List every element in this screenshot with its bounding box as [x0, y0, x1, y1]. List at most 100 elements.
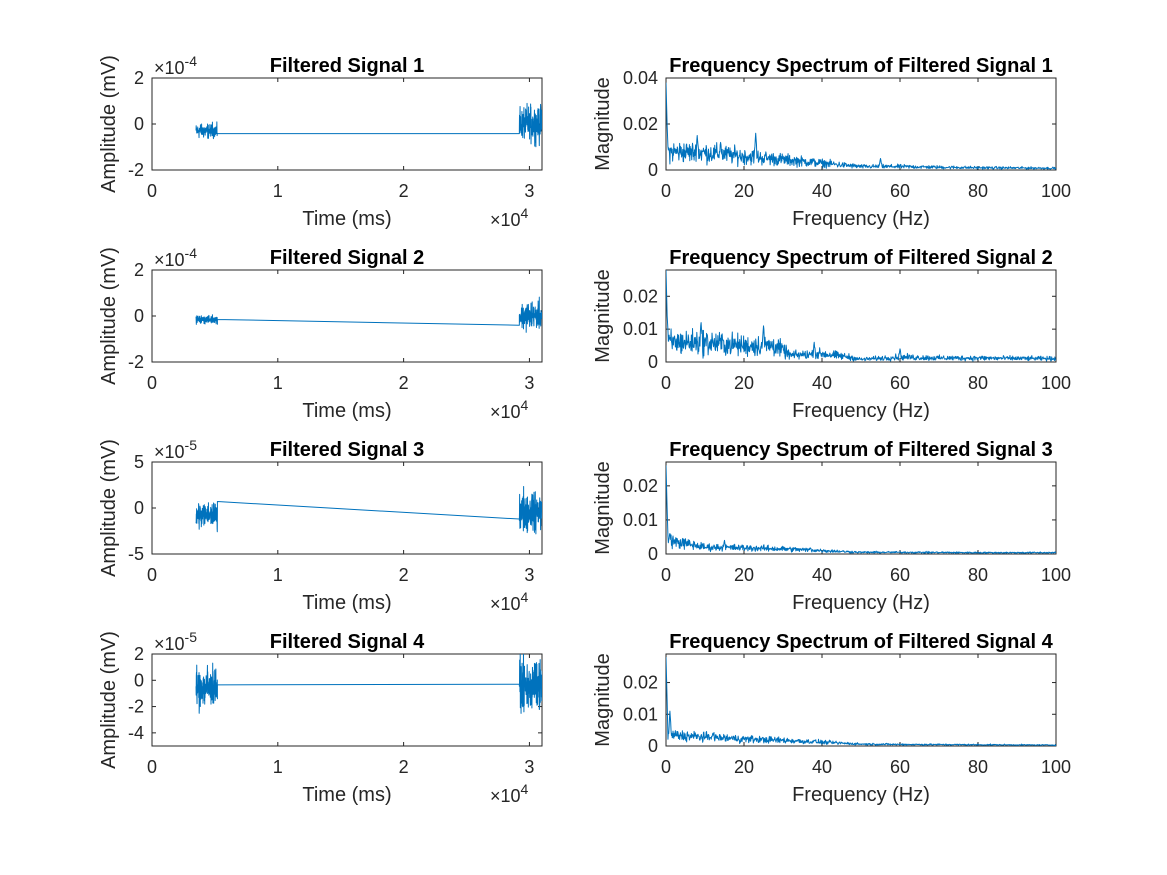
- y-tick-label: 0: [648, 352, 658, 372]
- x-tick-label: 20: [734, 181, 754, 201]
- x-tick-label: 20: [734, 757, 754, 777]
- y-exponent-label: ×10-4: [154, 245, 197, 270]
- x-tick-label: 3: [524, 757, 534, 777]
- plot-area: [665, 653, 1057, 747]
- series-line-1: [195, 102, 542, 148]
- chart-panel-4: 0 20 40 60 80 100 0 0.01 0.02 Frequency Spectrum …: [592, 247, 1071, 422]
- chart-panel-7: 0 1 2 3 -4 -2 0 2 ×10-5 ×104 Filtered Signal 4 Time…: [98, 629, 543, 806]
- y-tick-label: -2: [128, 352, 144, 372]
- chart-title: Filtered Signal 2: [270, 247, 424, 269]
- y-tick-label: 0: [648, 160, 658, 180]
- x-tick-label: 0: [147, 757, 157, 777]
- x-tick-label: 20: [734, 565, 754, 585]
- y-tick-label: 2: [134, 644, 144, 664]
- x-tick-label: 40: [812, 757, 832, 777]
- chart-title: Frequency Spectrum of Filtered Signal 4: [669, 631, 1053, 653]
- x-tick-label: 0: [661, 373, 671, 393]
- series-line-1: [666, 270, 1056, 362]
- series-group: [195, 102, 542, 148]
- y-tick-label: 2: [134, 260, 144, 280]
- x-tick-label: 60: [890, 757, 910, 777]
- series-group: [666, 465, 1056, 554]
- x-tick-label: 1: [273, 181, 283, 201]
- series-line-1: [666, 465, 1056, 554]
- x-tick-label: 60: [890, 181, 910, 201]
- x-axis-label: Time (ms): [302, 784, 391, 806]
- chart-panel-8: 0 20 40 60 80 100 0 0.01 0.02 Frequency Spectrum …: [592, 631, 1071, 806]
- x-axis-label: Frequency (Hz): [792, 400, 930, 422]
- chart-title: Filtered Signal 1: [270, 55, 424, 77]
- y-tick-label: 0.01: [623, 510, 658, 530]
- y-axis-label: Amplitude (mV): [98, 55, 120, 193]
- series-line-1: [666, 82, 1056, 170]
- x-tick-label: 2: [399, 181, 409, 201]
- x-tick-label: 1: [273, 373, 283, 393]
- chart-title: Frequency Spectrum of Filtered Signal 2: [669, 247, 1052, 269]
- y-tick-label: 0.01: [623, 319, 658, 339]
- y-tick-label: 0.02: [623, 286, 658, 306]
- y-tick-label: 0: [648, 544, 658, 564]
- y-axis-label: Magnitude: [592, 653, 614, 746]
- x-exponent-label: ×104: [490, 589, 529, 614]
- x-tick-label: 40: [812, 373, 832, 393]
- x-tick-label: 2: [399, 757, 409, 777]
- y-axis-label: Magnitude: [592, 77, 614, 170]
- x-tick-label: 3: [524, 373, 534, 393]
- plot-area: [151, 269, 543, 363]
- x-tick-label: 0: [147, 565, 157, 585]
- y-tick-label: 0: [134, 670, 144, 690]
- y-tick-label: 0: [134, 306, 144, 326]
- x-tick-label: 60: [890, 565, 910, 585]
- y-axis-label: Magnitude: [592, 269, 614, 362]
- series-line-1: [195, 654, 542, 714]
- x-tick-label: 0: [661, 565, 671, 585]
- chart-title: Filtered Signal 3: [270, 439, 424, 461]
- x-tick-label: 80: [968, 757, 988, 777]
- y-tick-label: 0.04: [623, 68, 658, 88]
- x-exponent-label: ×104: [490, 397, 529, 422]
- y-axis-label: Amplitude (mV): [98, 439, 120, 577]
- y-exponent-label: ×10-4: [154, 53, 197, 78]
- y-axis-label: Amplitude (mV): [98, 631, 120, 769]
- x-axis-label: Frequency (Hz): [792, 208, 930, 230]
- y-tick-label: 0: [648, 736, 658, 756]
- y-exponent-label: ×10-5: [154, 629, 197, 654]
- series-line-1: [666, 657, 1056, 746]
- y-tick-label: 5: [134, 452, 144, 472]
- x-tick-label: 0: [147, 373, 157, 393]
- y-axis-label: Amplitude (mV): [98, 247, 120, 385]
- y-tick-label: -2: [128, 697, 144, 717]
- x-tick-label: 40: [812, 181, 832, 201]
- y-axis-label: Magnitude: [592, 461, 614, 554]
- x-tick-label: 1: [273, 757, 283, 777]
- x-tick-label: 80: [968, 565, 988, 585]
- y-tick-label: 0: [134, 498, 144, 518]
- x-exponent-label: ×104: [490, 205, 529, 230]
- chart-panel-2: 0 20 40 60 80 100 0 0.02 0.04 Frequency Spectrum …: [592, 55, 1071, 230]
- x-tick-label: 3: [524, 565, 534, 585]
- chart-title: Frequency Spectrum of Filtered Signal 3: [669, 439, 1052, 461]
- x-tick-label: 80: [968, 373, 988, 393]
- x-tick-label: 60: [890, 373, 910, 393]
- y-tick-label: -2: [128, 160, 144, 180]
- chart-panel-6: 0 20 40 60 80 100 0 0.01 0.02 Frequency Spectrum …: [592, 439, 1071, 614]
- x-tick-label: 1: [273, 565, 283, 585]
- plot-area: [151, 77, 543, 171]
- y-exponent-label: ×10-5: [154, 437, 197, 462]
- x-tick-label: 2: [399, 565, 409, 585]
- series-group: [666, 82, 1056, 170]
- y-tick-label: 2: [134, 68, 144, 88]
- series-line-1: [195, 485, 542, 535]
- x-tick-label: 100: [1041, 565, 1071, 585]
- x-tick-label: 100: [1041, 181, 1071, 201]
- y-tick-label: 0.02: [623, 673, 658, 693]
- y-tick-label: 0: [134, 114, 144, 134]
- series-group: [195, 296, 542, 333]
- y-tick-label: -4: [128, 723, 144, 743]
- y-tick-label: 0.02: [623, 476, 658, 496]
- plot-area: [665, 461, 1057, 555]
- series-group: [195, 654, 542, 714]
